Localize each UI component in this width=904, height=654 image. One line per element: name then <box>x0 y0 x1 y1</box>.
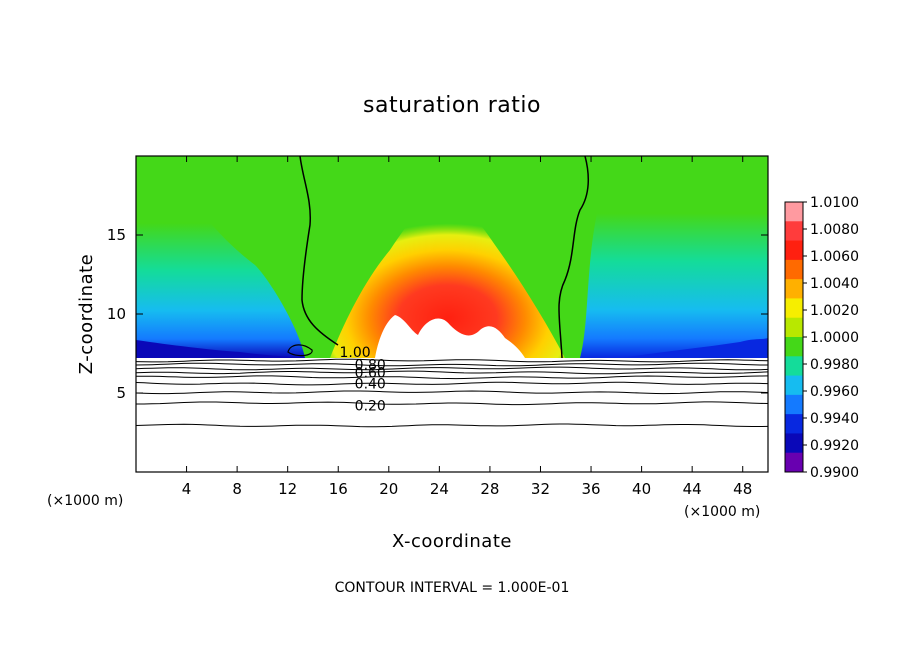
x-tick-label: 40 <box>632 480 651 498</box>
x-tick-label: 28 <box>480 480 499 498</box>
contour-line-1-00-left <box>299 156 339 346</box>
colorbar-swatch <box>785 221 803 242</box>
x-tick-label: 24 <box>430 480 449 498</box>
contour-line <box>136 381 768 386</box>
x-tick-label: 32 <box>531 480 550 498</box>
colorbar-label: 0.9940 <box>810 411 859 427</box>
x-tick-label: 36 <box>581 480 600 498</box>
left-dry-region <box>136 199 305 358</box>
contour-line <box>136 370 768 375</box>
contour-line <box>136 401 768 406</box>
colorbar: 1.0100 1.0080 1.0060 1.0040 1.0020 1.0000 0.99… <box>784 195 859 481</box>
y-tick-label: 15 <box>107 226 126 244</box>
colorbar-swatch <box>785 375 803 396</box>
contour-interval-note: CONTOUR INTERVAL = 1.000E-01 <box>335 580 570 596</box>
chart-title: saturation ratio <box>363 93 541 118</box>
colorbar-swatch <box>785 279 803 299</box>
contour-label: 0.40 <box>355 377 386 393</box>
x-axis-label: X-coordinate <box>392 531 512 552</box>
y-axis-ticks: 5 10 15 <box>107 226 768 402</box>
x-tick-label: 4 <box>182 480 192 498</box>
x-tick-label: 8 <box>232 480 242 498</box>
contour-line-1-00-small <box>287 344 313 357</box>
contour-line-1-00-right <box>558 156 590 359</box>
contour-label: 0.20 <box>355 399 386 415</box>
colorbar-label: 0.9960 <box>810 384 859 400</box>
colorbar-label: 0.9920 <box>810 438 859 454</box>
surface-band-left <box>136 340 300 358</box>
surface-band-right <box>620 338 768 358</box>
colorbar-label: 1.0100 <box>810 195 859 211</box>
contour-line <box>136 358 768 363</box>
colorbar-swatch <box>785 298 803 319</box>
colorbar-swatch <box>785 317 803 338</box>
cloud-region <box>375 315 525 358</box>
colorbar-swatch <box>785 259 803 280</box>
x-tick-label: 16 <box>329 480 348 498</box>
y-tick-label: 10 <box>107 305 126 323</box>
colorbar-label: 0.9980 <box>810 357 859 373</box>
colorbar-label: 1.0080 <box>810 222 859 238</box>
plume-region <box>330 199 565 358</box>
colorbar-swatch <box>785 356 803 377</box>
right-dry-region <box>580 197 768 358</box>
colorbar-label: 1.0020 <box>810 303 859 319</box>
ground-region <box>136 358 768 472</box>
contour-line <box>136 366 768 371</box>
x-tick-label: 20 <box>379 480 398 498</box>
plot-area: 1.000.800.600.40 0.20 <box>136 156 768 472</box>
x-tick-label: 44 <box>683 480 702 498</box>
colorbar-swatch <box>785 452 803 473</box>
contour-line <box>136 390 768 395</box>
contour-label: 0.80 <box>355 358 386 374</box>
x-unit-right: (×1000 m) <box>684 504 760 520</box>
contour-label: 1.00 <box>340 345 371 361</box>
y-axis-label: Z-coordinate <box>76 254 97 375</box>
colorbar-swatch <box>785 394 803 415</box>
colorbar-swatch <box>785 337 803 357</box>
y-tick-label: 5 <box>116 384 126 402</box>
colorbar-swatch <box>785 240 803 261</box>
contour-line <box>136 375 768 380</box>
contour-line <box>136 362 768 367</box>
colorbar-swatch <box>785 202 803 222</box>
colorbar-swatch <box>785 433 803 454</box>
x-axis-ticks: 4 8 12 16 20 24 28 32 36 40 44 48 <box>182 156 752 498</box>
contour-line <box>136 423 768 428</box>
colorbar-label: 1.0060 <box>810 249 859 265</box>
contour-lines <box>136 358 768 428</box>
x-tick-label: 48 <box>733 480 752 498</box>
colorbar-label: 0.9900 <box>810 465 859 481</box>
colorbar-label: 1.0000 <box>810 330 859 346</box>
x-tick-label: 12 <box>278 480 297 498</box>
colorbar-swatch <box>785 414 803 434</box>
contour-labels: 1.000.800.600.40 0.20 <box>340 345 386 415</box>
colorbar-label: 1.0040 <box>810 276 859 292</box>
x-unit-left: (×1000 m) <box>47 493 123 509</box>
contour-label: 0.60 <box>355 365 386 381</box>
